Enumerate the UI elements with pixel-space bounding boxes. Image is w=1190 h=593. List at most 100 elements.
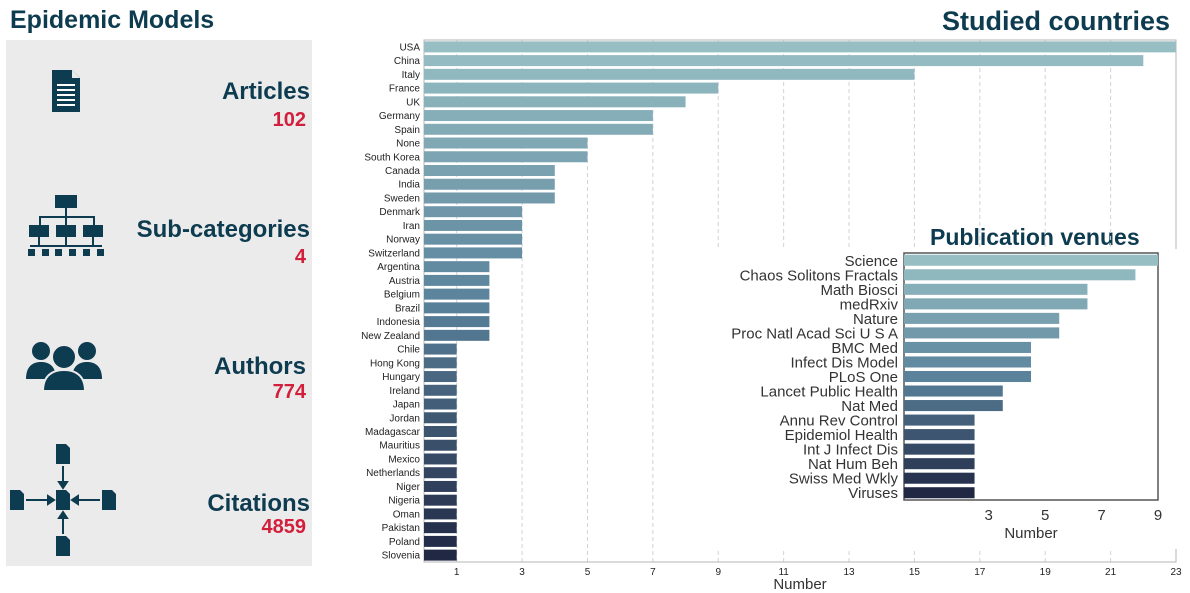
tick-label: Netherlands: [366, 468, 420, 479]
bar: [424, 467, 457, 479]
bar: [424, 329, 490, 341]
tick-label: Argentina: [377, 262, 420, 273]
bar: [904, 356, 1031, 368]
tick-label: Norway: [386, 235, 420, 246]
tick-label: Oman: [393, 509, 420, 520]
tick-label: 21: [1105, 567, 1117, 578]
tick-label: UK: [406, 97, 420, 108]
tick-label: Int J Infect Dis: [803, 442, 898, 459]
tick-label: Nat Med: [841, 398, 898, 415]
stat-citations: Citations 4859: [6, 440, 312, 566]
tick-label: Sweden: [384, 193, 420, 204]
tick-label: Italy: [402, 70, 420, 81]
stat-label: Citations: [207, 490, 310, 517]
stat-value: 102: [272, 109, 306, 131]
tick-label: 11: [778, 567, 789, 578]
bar: [904, 487, 975, 499]
bar: [424, 522, 457, 534]
stat-label: Authors: [214, 353, 306, 380]
tick-label: 5: [1041, 507, 1049, 524]
bar: [424, 55, 1144, 67]
axis-label: Number: [1004, 525, 1057, 542]
bar: [904, 385, 1003, 397]
tick-label: Japan: [393, 400, 420, 411]
tick-label: 3: [519, 567, 525, 578]
tick-label: USA: [399, 42, 420, 53]
bar: [424, 41, 1176, 53]
tick-label: South Korea: [364, 152, 420, 163]
stat-articles: Articles 102: [6, 68, 312, 168]
bar: [904, 298, 1088, 310]
tick-label: Pakistan: [382, 523, 420, 534]
bar: [424, 357, 457, 369]
tick-label: 9: [715, 567, 721, 578]
tick-label: 7: [650, 567, 656, 578]
countries-chart-title: Studied countries: [941, 6, 1170, 36]
bar: [424, 384, 457, 396]
stat-value: 774: [272, 381, 306, 403]
document-icon: [46, 68, 86, 119]
stat-value: 4: [294, 246, 306, 268]
axis-label: Number: [773, 576, 826, 593]
tick-label: Switzerland: [368, 248, 420, 259]
bar: [424, 68, 915, 80]
tick-label: 23: [1170, 567, 1182, 578]
tick-label: PLoS One: [829, 369, 898, 386]
tick-label: Proc Natl Acad Sci U S A: [731, 325, 898, 342]
bar: [904, 312, 1060, 324]
tick-label: Hungary: [382, 372, 420, 383]
stat-sub-categories: Sub-categories 4: [6, 193, 312, 293]
tick-label: Mexico: [388, 454, 420, 465]
bar: [424, 192, 555, 204]
bar: [424, 426, 457, 437]
tick-label: 17: [974, 567, 986, 578]
bar: [904, 443, 975, 455]
bar: [904, 269, 1136, 281]
tick-label: Indonesia: [377, 317, 421, 328]
bar: [424, 439, 457, 451]
bar: [424, 82, 719, 94]
stat-authors: Authors 774: [6, 335, 312, 435]
tick-label: Nigeria: [388, 496, 420, 507]
bar: [904, 370, 1031, 383]
tick-label: Jordan: [389, 413, 420, 424]
tick-label: Mauritius: [379, 441, 420, 452]
bar: [424, 453, 457, 465]
tick-label: Lancet Public Health: [760, 384, 898, 401]
bar: [424, 123, 653, 135]
tick-label: Infect Dis Model: [790, 354, 898, 371]
tick-label: None: [396, 139, 420, 150]
tick-label: Nat Hum Beh: [808, 456, 898, 473]
bar: [424, 96, 686, 108]
tick-label: Iran: [403, 221, 420, 232]
tick-label: Swiss Med Wkly: [789, 471, 899, 488]
tick-label: Spain: [394, 125, 420, 136]
bar: [424, 494, 457, 506]
tick-label: Science: [845, 253, 898, 270]
tick-label: Hong Kong: [370, 358, 420, 369]
tick-label: Madagascar: [365, 427, 421, 438]
tick-label: Denmark: [379, 207, 421, 218]
bar: [904, 327, 1060, 339]
bar: [424, 549, 457, 561]
bar: [904, 458, 975, 470]
bar: [424, 316, 490, 328]
tick-label: China: [394, 56, 421, 67]
bar: [424, 508, 457, 520]
stat-label: Articles: [221, 78, 310, 105]
tick-label: Viruses: [848, 485, 898, 502]
bar: [424, 219, 523, 231]
tick-label: Austria: [389, 276, 421, 287]
bar: [424, 288, 490, 300]
bar: [424, 137, 588, 149]
tick-label: France: [389, 84, 421, 95]
bar: [424, 178, 555, 190]
bar: [424, 110, 653, 122]
tick-label: Chaos Solitons Fractals: [740, 267, 898, 284]
bar: [424, 535, 457, 547]
tick-label: Niger: [396, 482, 421, 493]
bar: [424, 371, 457, 383]
tick-label: Brazil: [395, 303, 420, 314]
tick-label: 15: [909, 567, 921, 578]
